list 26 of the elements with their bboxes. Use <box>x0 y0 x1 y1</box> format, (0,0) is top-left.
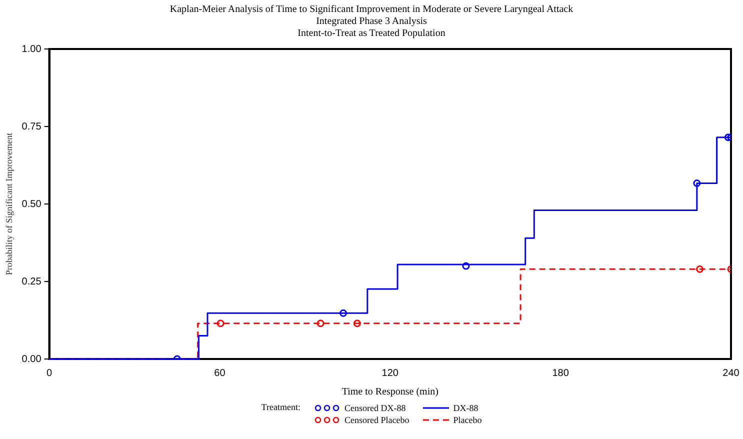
point <box>216 320 224 328</box>
point <box>693 179 701 187</box>
chart-subtitle: Integrated Phase 3 Analysis Intent-to-Treat as Treated Population <box>296 16 446 40</box>
point <box>696 265 704 273</box>
legend-title: Treatment: <box>261 402 300 412</box>
point <box>462 262 470 270</box>
y-tick-label: 0.00 <box>22 354 42 365</box>
legend-label: Censored Placebo <box>344 414 410 424</box>
y-tick-label: 1.00 <box>22 44 42 55</box>
x-axis-title: Time to Response (min) <box>342 386 438 398</box>
point <box>316 320 324 328</box>
point <box>353 320 361 328</box>
x-tick-label: 0 <box>46 368 52 379</box>
legend-label: DX-88 <box>453 402 478 412</box>
y-tick-label: 0.25 <box>22 276 42 288</box>
legend-label: Censored DX-88 <box>344 402 406 412</box>
legend-label: Placebo <box>453 414 482 424</box>
y-tick-label: 0.75 <box>22 121 42 132</box>
x-tick-label: 60 <box>214 368 226 379</box>
chart-title: Kaplan-Meier Analysis of Time to Significant Improvement in Moderate or Severe Laryngeal Attack <box>168 4 574 16</box>
x-tick-label: 180 <box>552 368 570 379</box>
y-axis-title: Probability of Significant Improvement <box>4 132 14 276</box>
x-tick-label: 120 <box>382 368 399 379</box>
x-tick-label: 240 <box>722 368 740 379</box>
y-tick-label: 0.50 <box>22 198 42 210</box>
point <box>340 309 348 317</box>
